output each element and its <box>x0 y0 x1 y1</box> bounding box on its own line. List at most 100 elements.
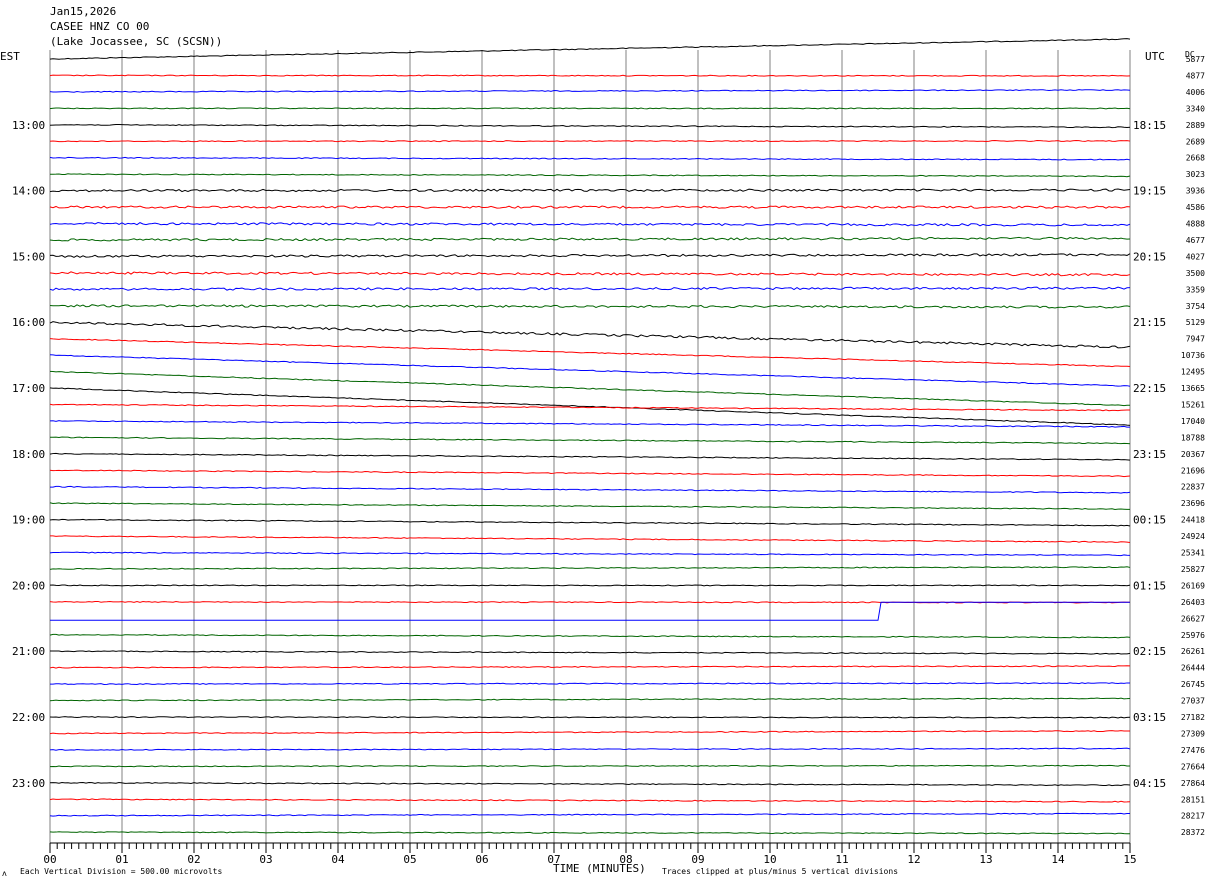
est-hour-label: 16:00 <box>12 316 45 329</box>
trace-line-44 <box>49 764 1131 768</box>
trace-line-1 <box>49 38 1131 60</box>
utc-hour-label: 23:15 <box>1133 448 1166 461</box>
trace-line-5 <box>49 123 1131 129</box>
x-tick-label: 09 <box>691 853 704 866</box>
dc-offset-value: 28217 <box>1181 812 1205 821</box>
est-hour-label: 18:00 <box>12 448 45 461</box>
trace-line-38 <box>49 665 1131 669</box>
trace-line-19 <box>49 354 1131 387</box>
dc-offset-value: 3500 <box>1186 269 1205 278</box>
est-hour-label: 13:00 <box>12 119 45 132</box>
dc-offset-value: 4888 <box>1186 220 1205 229</box>
trace-line-26 <box>49 469 1131 478</box>
x-tick-label: 07 <box>547 853 560 866</box>
utc-hour-label: 01:15 <box>1133 579 1166 592</box>
corner-mark: ʌ <box>2 869 7 878</box>
dc-offset-value: 26444 <box>1181 664 1205 673</box>
trace-line-17 <box>49 321 1131 349</box>
dc-offset-value: 4586 <box>1186 203 1205 212</box>
dc-offset-value: 4027 <box>1186 252 1205 261</box>
dc-offset-value: 27864 <box>1181 779 1205 788</box>
x-tick-label: 05 <box>403 853 416 866</box>
trace-line-39 <box>49 682 1131 685</box>
trace-line-24 <box>49 436 1131 445</box>
trace-line-31 <box>49 551 1131 557</box>
dc-offset-value: 28372 <box>1181 828 1205 837</box>
trace-line-36 <box>49 633 1131 639</box>
x-tick-label: 06 <box>475 853 488 866</box>
dc-offset-labels: 5877 4877 4006 3340 2889 2689 2668 3023 3936 4586… <box>1181 55 1205 837</box>
utc-hour-label: 04:15 <box>1133 777 1166 790</box>
dc-offset-value: 26261 <box>1181 647 1205 656</box>
trace-line-12 <box>49 236 1131 242</box>
dc-offset-value: 27309 <box>1181 729 1205 738</box>
dc-offset-value: 7947 <box>1186 335 1205 344</box>
x-tick-label: 15 <box>1123 853 1136 866</box>
trace-line-6 <box>49 140 1131 143</box>
dc-offset-value: 27182 <box>1181 713 1205 722</box>
dc-offset-value: 3936 <box>1186 187 1205 196</box>
date-label: Jan15,2026 <box>50 5 116 18</box>
trace-line-33 <box>49 584 1131 587</box>
station-label: CASEE HNZ CO 00 <box>50 20 149 33</box>
dc-offset-value: 2889 <box>1186 121 1205 130</box>
dc-offset-value: 4877 <box>1186 71 1205 80</box>
trace-line-16 <box>49 304 1131 309</box>
location-label: (Lake Jocassee, SC (SCSN)) <box>50 35 222 48</box>
dc-offset-value: 5877 <box>1186 55 1205 64</box>
minute-grid <box>49 50 1131 843</box>
seismic-traces <box>49 38 1131 835</box>
dc-header-label: DC <box>1185 50 1195 59</box>
trace-line-9 <box>49 188 1131 193</box>
trace-line-2 <box>49 74 1131 77</box>
trace-line-25 <box>49 452 1131 461</box>
dc-offset-value: 2668 <box>1186 154 1205 163</box>
dc-offset-value: 3023 <box>1186 170 1205 179</box>
trace-line-23 <box>49 420 1131 428</box>
x-tick-label: 13 <box>979 853 992 866</box>
dc-offset-value: 15261 <box>1181 400 1205 409</box>
x-tick-label: 01 <box>115 853 128 866</box>
trace-line-48 <box>49 831 1131 835</box>
trace-line-4 <box>49 107 1131 110</box>
trace-line-13 <box>49 253 1131 258</box>
scale-note: Each Vertical Division = 500.00 microvol… <box>20 867 222 876</box>
trace-line-35 <box>50 601 1130 621</box>
trace-line-45 <box>49 781 1131 787</box>
est-hour-label: 15:00 <box>12 250 45 263</box>
trace-line-7 <box>49 156 1131 161</box>
trace-line-8 <box>49 173 1131 178</box>
x-tick-label: 10 <box>763 853 776 866</box>
x-axis-title: TIME (MINUTES) <box>553 862 646 875</box>
x-axis: 00 01 02 03 04 05 06 07 08 09 10 11 12 13 14 15 <box>43 842 1137 866</box>
est-hour-label: 21:00 <box>12 645 45 658</box>
x-tick-label: 00 <box>43 853 56 866</box>
utc-hour-label: 18:15 <box>1133 119 1166 132</box>
clip-note: Traces clipped at plus/minus 5 vertical … <box>662 867 898 876</box>
dc-offset-value: 17040 <box>1181 417 1205 426</box>
dc-offset-value: 25976 <box>1181 631 1205 640</box>
trace-line-41 <box>49 716 1131 719</box>
trace-line-20 <box>49 370 1131 407</box>
trace-line-29 <box>49 518 1131 527</box>
trace-line-27 <box>49 485 1131 494</box>
trace-line-11 <box>49 221 1131 227</box>
trace-line-46 <box>49 798 1131 803</box>
dc-offset-value: 25827 <box>1181 565 1205 574</box>
dc-offset-value: 24924 <box>1181 532 1205 541</box>
dc-offset-value: 26627 <box>1181 614 1205 623</box>
dc-offset-value: 10736 <box>1181 351 1205 360</box>
left-timezone-label: EST <box>0 50 20 63</box>
dc-offset-value: 12495 <box>1181 368 1205 377</box>
dc-offset-value: 23696 <box>1181 499 1205 508</box>
dc-offset-value: 4677 <box>1186 236 1205 245</box>
trace-line-3 <box>49 89 1131 93</box>
dc-offset-value: 26745 <box>1181 680 1205 689</box>
x-tick-label: 08 <box>619 853 632 866</box>
utc-hour-label: 03:15 <box>1133 711 1166 724</box>
dc-offset-value: 26403 <box>1181 598 1205 607</box>
dc-offset-value: 3754 <box>1186 302 1205 311</box>
trace-line-40 <box>49 697 1131 702</box>
est-hour-label: 19:00 <box>12 514 45 527</box>
